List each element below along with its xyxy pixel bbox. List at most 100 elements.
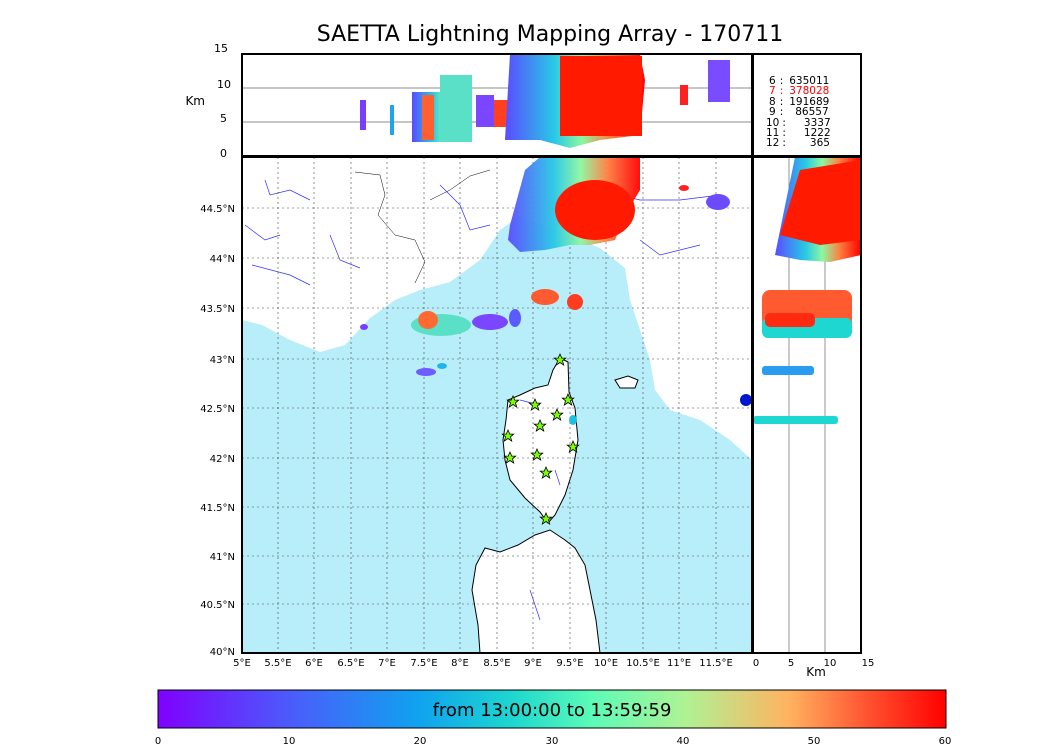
lon-tick-label: 7°E: [378, 658, 396, 669]
side-tick-label: 15: [862, 658, 875, 669]
station-star: [506, 395, 520, 408]
graticule: [242, 157, 752, 653]
latitude-axis: 44.5°N 44°N 43.5°N 43°N 42.5°N 42°N 41.5…: [200, 204, 235, 658]
height-cluster: [440, 75, 472, 142]
station-star: [533, 419, 547, 432]
lightning-storm-core: [555, 180, 635, 240]
side-cluster: [765, 313, 815, 327]
elba-island: [614, 375, 639, 389]
height-axis-label: Km: [185, 94, 205, 108]
height-lon-panel: [241, 53, 753, 157]
station-row: 6:635011: [769, 75, 829, 87]
lon-tick-label: 11.5°E: [699, 658, 733, 669]
lon-tick-label: 6.5°E: [337, 658, 364, 669]
lon-tick-label: 8°E: [451, 658, 469, 669]
colorbar-tick-label: 0: [155, 736, 161, 747]
lat-tick-label: 40.5°N: [200, 600, 235, 611]
lightning-cluster: [679, 185, 689, 191]
lon-tick-label: 7.5°E: [410, 658, 437, 669]
height-cluster: [476, 95, 494, 127]
colorbar-tick-label: 20: [414, 736, 427, 747]
lat-tick-label: 44°N: [210, 254, 235, 265]
station-count: 365: [810, 137, 830, 149]
lon-tick-label: 5.5°E: [264, 658, 291, 669]
station-id: 6: [769, 75, 776, 87]
station-id: 8: [769, 96, 776, 108]
station-row: 7:378028: [769, 85, 829, 97]
lat-tick-label: 41.5°N: [200, 503, 235, 514]
lightning-sources-plan: [360, 157, 730, 425]
lat-tick-label: 44.5°N: [200, 204, 235, 215]
height-cluster: [360, 100, 366, 130]
lightning-cluster: [706, 194, 730, 210]
station-count: 3337: [804, 117, 831, 129]
colorbar-gradient: [157, 689, 947, 729]
station-id: 10: [766, 117, 779, 129]
lon-tick-label: 9°E: [524, 658, 542, 669]
side-tick-label: 5: [788, 658, 794, 669]
height-tick-label: 0: [220, 147, 227, 160]
lightning-cluster: [567, 294, 583, 310]
rivers: [244, 179, 721, 621]
station-count: 378028: [789, 85, 829, 97]
height-cluster: [390, 105, 394, 135]
station-row: 9:86557: [769, 106, 829, 118]
map-panel: [242, 157, 752, 653]
lightning-cluster: [437, 363, 447, 369]
lightning-cluster: [360, 324, 368, 330]
lightning-cluster: [569, 415, 577, 425]
lon-tick-label: 9.5°E: [556, 658, 583, 669]
lat-tick-label: 40°N: [210, 647, 235, 658]
station-count: 1222: [804, 127, 831, 139]
lon-tick-label: 5°E: [233, 658, 251, 669]
height-cluster: [422, 95, 434, 140]
station-star: [503, 451, 517, 464]
station-star: [530, 448, 544, 461]
lightning-cluster: [531, 289, 559, 305]
station-star: [553, 353, 567, 366]
lon-tick-label: 11°E: [667, 658, 691, 669]
lon-tick-label: 10.5°E: [626, 658, 660, 669]
height-cluster: [494, 100, 508, 127]
station-star: [561, 393, 575, 406]
station-row: 11:1222: [766, 127, 831, 139]
lat-tick-label: 43°N: [210, 355, 235, 366]
sea-area: [242, 216, 752, 653]
station-id: 9: [769, 106, 776, 118]
colorbar-tick-label: 40: [677, 736, 690, 747]
station-star: [539, 512, 553, 525]
height-tick-label: 10: [217, 78, 231, 91]
colorbar-tick-label: 30: [546, 736, 559, 747]
side-tick-label: 10: [824, 658, 837, 669]
figure-title: SAETTA Lightning Mapping Array - 170711: [316, 22, 784, 47]
lon-tick-label: 6°E: [305, 658, 323, 669]
map-frame: [241, 156, 753, 654]
side-cluster: [762, 366, 814, 375]
station-row: 12:365: [766, 137, 830, 149]
lightning-cluster: [418, 311, 438, 329]
side-storm-core: [780, 160, 861, 245]
station-count: 86557: [795, 106, 828, 118]
height-tick-label: 5: [220, 112, 227, 125]
station-star: [566, 440, 580, 453]
height-cluster: [680, 85, 688, 105]
lightning-cluster: [509, 309, 521, 327]
lon-tick-label: 8.5°E: [483, 658, 510, 669]
station-star: [528, 398, 542, 411]
lat-tick-label: 42°N: [210, 454, 235, 465]
station-star: [501, 429, 515, 442]
height-lat-panel: [752, 156, 862, 654]
colorbar-tick-label: 60: [939, 736, 952, 747]
height-cluster: [708, 60, 730, 102]
station-row: 10:3337: [766, 117, 831, 129]
station-id: 11: [766, 127, 779, 139]
height-axis: 15 10 5 0 Km: [185, 42, 231, 160]
colorbar: 0 10 20 30 40 50 60: [155, 689, 952, 747]
station-row: 8:191689: [769, 96, 829, 108]
side-height-axis: 0 5 10 15 Km: [753, 658, 875, 679]
colorbar-tick-label: 10: [283, 736, 296, 747]
station-count: 635011: [789, 75, 829, 87]
colorbar-tick-label: 50: [808, 736, 821, 747]
lightning-cluster: [416, 368, 436, 376]
